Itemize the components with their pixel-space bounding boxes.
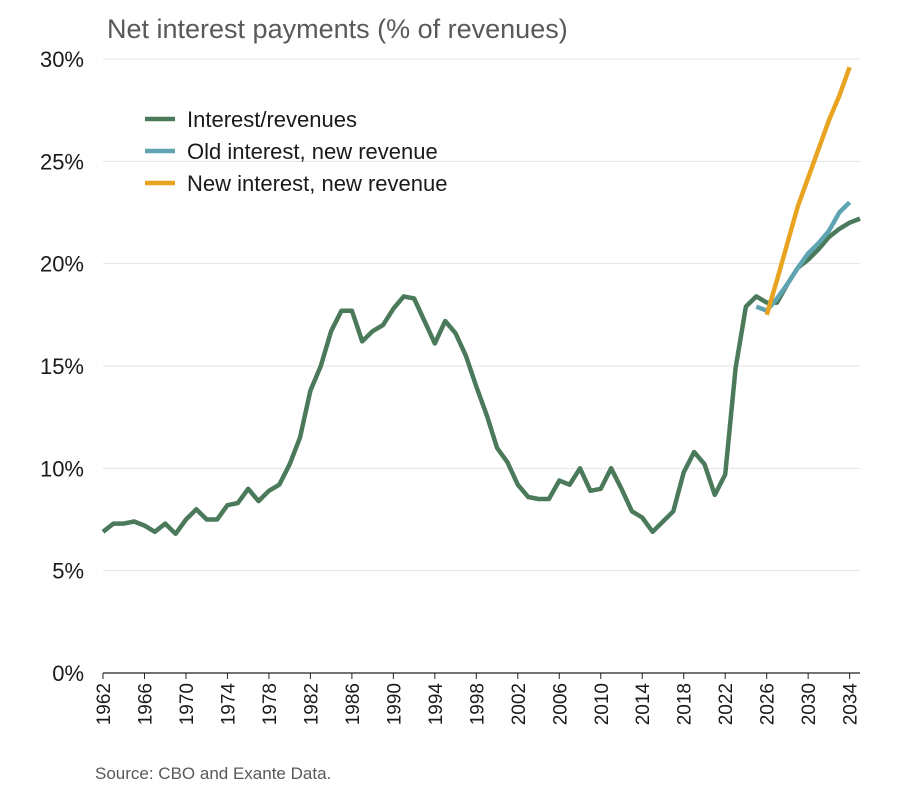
grid-lines xyxy=(103,58,860,572)
x-axis-ticks: 1962 1966 1970 1974 1978 1982 1986 1990 1994 1998… xyxy=(94,673,862,725)
y-axis-ticks: 0% 5% 10% 15% 20% 25% 30% xyxy=(40,47,84,686)
series-line-1 xyxy=(755,200,852,313)
x-tick-label: 1990 xyxy=(384,683,405,725)
x-tick-label: 2006 xyxy=(550,683,571,725)
legend: Interest/revenues Old interest, new reven… xyxy=(145,107,447,196)
y-tick-label: 5% xyxy=(52,559,84,584)
x-tick-label: 2018 xyxy=(675,683,696,725)
y-tick-label: 10% xyxy=(40,456,84,481)
x-tick-label: 1982 xyxy=(301,683,322,725)
legend-label: Old interest, new revenue xyxy=(187,139,438,164)
chart-title: Net interest payments (% of revenues) xyxy=(107,14,568,44)
series-line-0 xyxy=(101,216,861,537)
x-tick-label: 2030 xyxy=(799,683,820,725)
y-tick-label: 0% xyxy=(52,661,84,686)
x-tick-label: 1978 xyxy=(260,683,281,725)
x-tick-label: 2010 xyxy=(592,683,613,725)
x-tick-label: 1962 xyxy=(94,683,115,725)
source-note: Source: CBO and Exante Data. xyxy=(95,764,332,783)
x-tick-label: 2026 xyxy=(758,683,779,725)
x-tick-label: 1998 xyxy=(467,683,488,725)
y-tick-label: 20% xyxy=(40,252,84,277)
line-chart: 0% 5% 10% 15% 20% 25% 30% 1962 1966 1970 1974 1978… xyxy=(40,47,862,725)
y-tick-label: 30% xyxy=(40,47,84,72)
x-tick-label: 2022 xyxy=(716,683,737,725)
x-tick-label: 1994 xyxy=(426,683,447,726)
legend-label: New interest, new revenue xyxy=(187,171,447,196)
legend-label: Interest/revenues xyxy=(187,107,357,132)
y-tick-label: 15% xyxy=(40,354,84,379)
x-tick-label: 1970 xyxy=(177,683,198,725)
y-tick-label: 25% xyxy=(40,149,84,174)
series-lines xyxy=(101,66,861,537)
x-tick-label: 1966 xyxy=(135,683,156,725)
x-tick-label: 2034 xyxy=(841,683,862,726)
series-line-2 xyxy=(764,66,852,316)
x-tick-label: 1986 xyxy=(343,683,364,725)
x-tick-label: 2002 xyxy=(509,683,530,725)
x-tick-label: 2014 xyxy=(633,683,654,726)
x-tick-label: 1974 xyxy=(218,683,239,726)
